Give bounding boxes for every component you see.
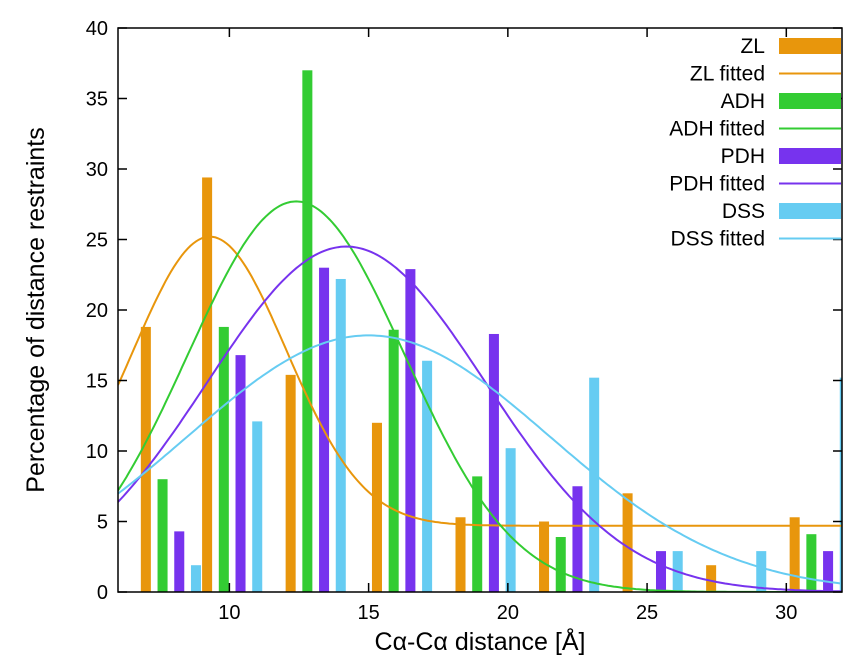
legend-swatch-adh xyxy=(779,93,841,109)
y-tick-label-35: 35 xyxy=(86,89,108,111)
bar-adh-0 xyxy=(157,479,168,592)
bar-dss-5 xyxy=(589,377,600,592)
bar-zl-3 xyxy=(371,422,382,592)
legend-label-adh: ADH xyxy=(721,90,765,113)
legend-label-zl: ZL xyxy=(740,35,765,58)
bar-pdh-6 xyxy=(655,551,667,592)
bar-pdh-8 xyxy=(823,551,834,592)
x-tick-label-15: 15 xyxy=(357,602,379,624)
bar-adh-3 xyxy=(388,329,399,592)
legend-swatch-dss xyxy=(779,203,841,219)
x-tick-label-25: 25 xyxy=(636,602,658,624)
bar-zl-4 xyxy=(455,517,466,592)
curve-zl-fitted xyxy=(118,235,842,527)
bar-dss-1 xyxy=(252,421,263,592)
bar-dss-7 xyxy=(756,551,767,592)
legend-label-pdh-fitted: PDH fitted xyxy=(669,173,765,196)
legend-label-adh-fitted: ADH fitted xyxy=(669,118,765,141)
bar-adh-5 xyxy=(555,537,566,592)
bar-adh-2 xyxy=(302,70,313,592)
legend-label-dss: DSS xyxy=(722,200,765,223)
bar-zl-7 xyxy=(706,565,717,592)
bar-zl-2 xyxy=(285,374,296,592)
bar-pdh-3 xyxy=(405,269,416,592)
legend-swatch-zl xyxy=(779,38,841,54)
bar-dss-8 xyxy=(839,377,842,592)
y-axis-title: Percentage of distance restraints xyxy=(22,127,50,492)
y-tick-label-15: 15 xyxy=(86,371,108,393)
bar-adh-4 xyxy=(472,476,483,592)
legend-swatch-pdh xyxy=(779,148,841,164)
y-tick-label-10: 10 xyxy=(86,441,108,463)
curve-dss-fitted xyxy=(118,334,842,585)
y-tick-label-30: 30 xyxy=(86,159,108,181)
x-tick-label-30: 30 xyxy=(775,602,797,624)
axis-ticks: 10 15 20 25 30 0 5 10 15 20 25 30 35 40 xyxy=(86,18,842,624)
bar-zl-5 xyxy=(539,521,550,592)
bar-pdh-4 xyxy=(488,333,499,592)
x-tick-label-20: 20 xyxy=(497,602,519,624)
curve-pdh-fitted xyxy=(118,245,842,592)
bar-dss-3 xyxy=(422,360,433,592)
y-tick-label-5: 5 xyxy=(97,512,108,534)
bar-pdh-5 xyxy=(572,486,583,592)
y-tick-label-0: 0 xyxy=(97,582,108,604)
x-tick-label-10: 10 xyxy=(218,602,240,624)
bar-zl-8 xyxy=(789,517,800,592)
bar-pdh-0 xyxy=(174,531,185,592)
bar-zl-0 xyxy=(140,326,151,592)
bar-dss-4 xyxy=(505,448,516,592)
legend-label-pdh: PDH xyxy=(721,145,765,168)
plot-area xyxy=(118,70,842,592)
y-tick-label-20: 20 xyxy=(86,300,108,322)
x-axis-title: Cα-Cα distance [Å] xyxy=(375,626,586,656)
y-tick-label-25: 25 xyxy=(86,230,108,252)
legend-label-zl-fitted: ZL fitted xyxy=(690,63,765,86)
y-tick-label-40: 40 xyxy=(86,18,108,40)
legend-label-dss-fitted: DSS fitted xyxy=(670,228,765,251)
bar-dss-0 xyxy=(190,565,201,592)
bar-adh-1 xyxy=(218,326,229,592)
legend: ZL ZL fitted ADH ADH fitted PDH PDH fitted DSS… xyxy=(669,35,841,251)
bar-dss-2 xyxy=(335,278,346,592)
bar-zl-1 xyxy=(202,177,213,592)
bar-zl-6 xyxy=(622,493,633,592)
bar-adh-8 xyxy=(806,534,817,592)
bar-pdh-1 xyxy=(235,355,246,592)
